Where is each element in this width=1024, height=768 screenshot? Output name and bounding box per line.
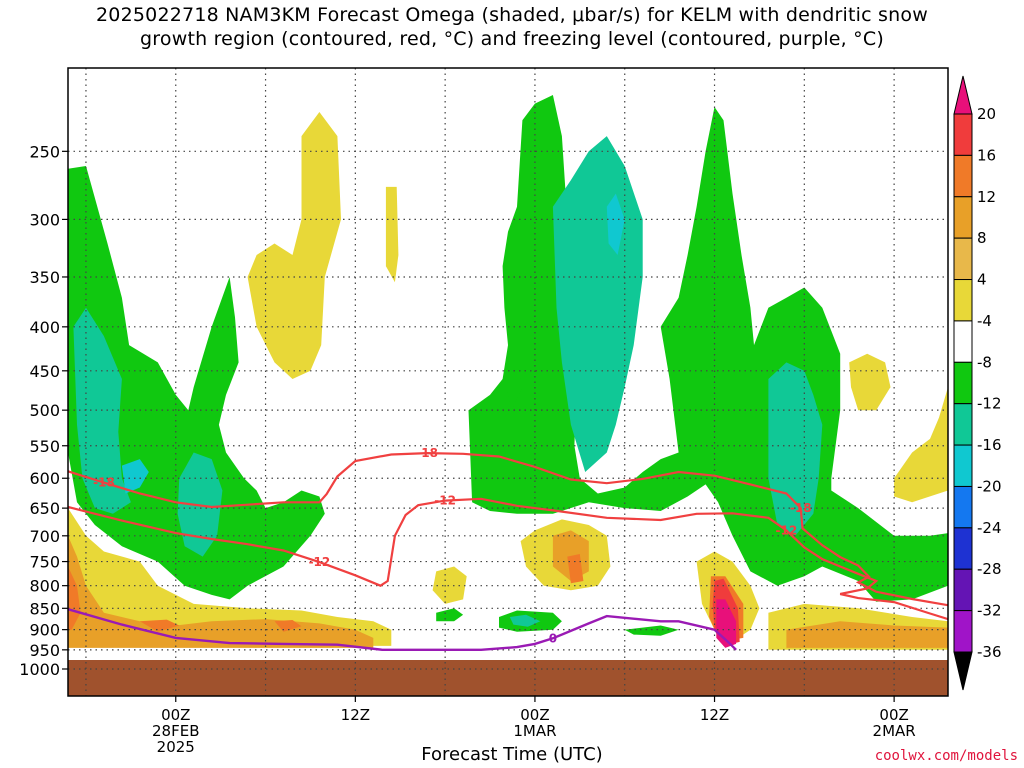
y-tick-label-600: 600 [29,469,60,488]
colorbar-label--24: -24 [977,519,1002,537]
y-tick-label-400: 400 [29,318,60,337]
omega-region-20 [68,566,81,630]
y-tick-label-500: 500 [29,401,60,420]
colorbar-label--36: -36 [977,643,1002,661]
omega-region-12 [68,508,392,646]
colorbar-band-2 [953,196,973,239]
omega-region-8 [247,112,341,379]
colorbar-band-11 [953,568,973,612]
omega-region-9 [385,186,399,283]
colorbar-label-4: 4 [977,271,987,289]
contour-label--12: -12 [776,523,798,537]
y-tick-label-1000: 1000 [19,660,60,679]
freezing-level-contour [68,608,737,651]
contour-label--18: -18 [416,446,438,460]
y-tick-label-300: 300 [29,210,60,229]
x-tick-label: 00Z [161,706,190,724]
plot-frame [67,67,949,697]
x-tick-label: 1MAR [513,722,556,740]
y-tick-label-850: 850 [29,599,60,618]
x-tick-label: 00Z [879,706,908,724]
y-tick-label-750: 750 [29,553,60,572]
contour-label--18: -18 [790,501,812,515]
y-tick-label-950: 950 [29,641,60,660]
y-tick-label-700: 700 [29,527,60,546]
colorbar-top-arrow [953,75,973,115]
colorbar-band-7 [953,403,973,446]
contour-label--18: -18 [93,476,115,490]
colorbar-band-6 [953,361,973,405]
omega-region-31 [504,362,523,411]
y-tick-label-900: 900 [29,621,60,640]
dgz-contour--18 [68,451,948,607]
colorbar-band-0 [953,113,973,156]
x-tick-label: 00Z [520,706,549,724]
x-tick-label: 2025 [157,738,195,756]
omega-region-17 [68,535,374,648]
colorbar-label--4: -4 [977,312,992,330]
omega-region-24 [274,620,302,632]
omega-region-21 [567,554,584,584]
colorbar-band-4 [953,279,973,322]
colorbar-band-8 [953,444,973,487]
x-tick-label: 12Z [700,706,729,724]
omega-region-1 [468,95,948,602]
x-tick-label: 28FEB [152,722,199,740]
colorbar-label--8: -8 [977,353,992,371]
x-tick-label: 12Z [341,706,370,724]
omega-region-29 [624,625,679,636]
colorbar-band-5 [953,320,973,363]
colorbar-label-12: 12 [977,188,996,206]
y-tick-label-350: 350 [29,268,60,287]
x-axis-title: Forecast Time (UTC) [421,744,603,765]
omega-region-28 [509,614,541,627]
omega-region-19 [786,621,948,648]
y-tick-label-450: 450 [29,362,60,381]
y-tick-label-250: 250 [29,142,60,161]
x-tick-label: 2MAR [873,722,916,740]
colorbar-label--16: -16 [977,436,1002,454]
freezing-level-label: 0 [549,631,557,645]
chart-title-line2: growth region (contoured, red, °C) and f… [140,28,884,50]
omega-region-10 [849,353,891,411]
colorbar-label--20: -20 [977,477,1002,495]
dgz-contour--12 [68,497,948,621]
credit-link[interactable]: coolwx.com/models [874,748,1018,764]
y-tick-label-650: 650 [29,499,60,518]
y-tick-label-800: 800 [29,577,60,596]
omega-region-30 [436,608,464,622]
contour-label--12: -12 [434,494,456,508]
colorbar-band-9 [953,485,973,529]
colorbar-band-10 [953,527,973,570]
colorbar-label--12: -12 [977,395,1002,413]
colorbar-band-3 [953,237,973,281]
omega-region-11 [894,387,948,503]
contour-label--12: -12 [309,555,331,569]
colorbar-label-16: 16 [977,146,996,164]
colorbar-label-20: 20 [977,105,996,123]
chart-title-line1: 2025022718 NAM3KM Forecast Omega (shaded… [96,4,928,26]
colorbar-label--28: -28 [977,560,1002,578]
colorbar-label--32: -32 [977,602,1002,620]
colorbar-label-8: 8 [977,229,987,247]
ground-below-surface [68,660,948,696]
omega-region-6 [121,459,149,494]
y-tick-label-550: 550 [29,437,60,456]
omega-region-23 [139,619,180,632]
colorbar-band-1 [953,154,973,198]
omega-region-7 [606,193,625,255]
colorbar-bottom-arrow [953,651,973,691]
omega-region-14 [432,566,467,604]
colorbar-band-12 [953,610,973,653]
